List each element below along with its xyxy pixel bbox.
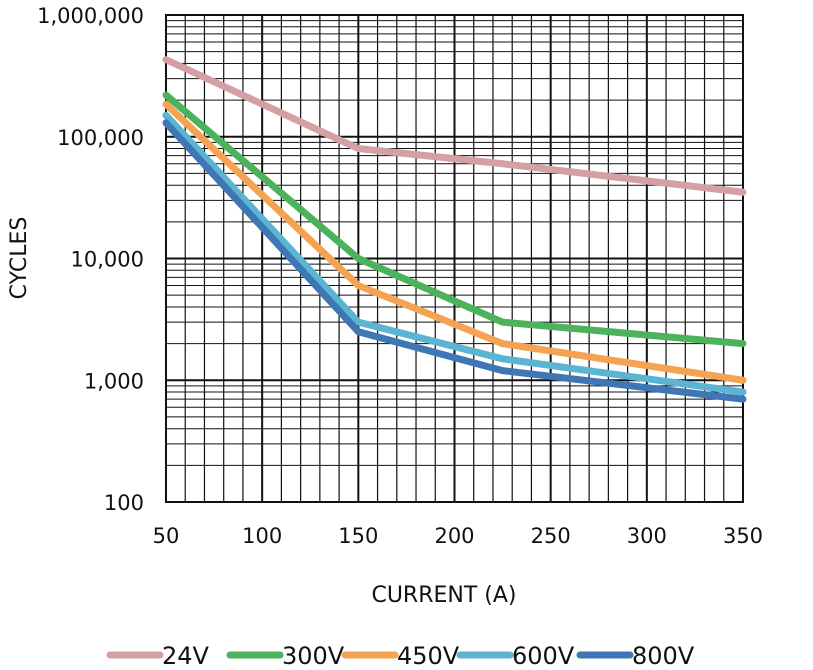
legend-item: 800V — [576, 642, 695, 670]
legend-label: 450V — [397, 642, 460, 666]
legend: 24V 300V 450V 600V 800V — [106, 642, 695, 670]
series-line-450V — [162, 100, 747, 384]
x-tick-label: 50 — [153, 524, 180, 548]
x-tick-label: 250 — [531, 524, 571, 548]
y-tick-label: 1,000 — [84, 369, 144, 393]
legend-item: 600V — [456, 642, 575, 670]
legend-label: 800V — [632, 642, 695, 666]
x-tick-label: 200 — [434, 524, 474, 548]
y-tick-label: 10,000 — [71, 248, 144, 272]
legend-item: 450V — [341, 642, 460, 670]
x-tick-label: 150 — [338, 524, 378, 548]
y-tick-labels: 100 1,000 10,000 100,000 1,000,000 — [37, 4, 144, 515]
legend-label: 300V — [282, 642, 345, 666]
y-axis-label: CYCLES — [7, 217, 32, 300]
series-line-24V — [162, 56, 747, 196]
series-lines — [162, 56, 747, 403]
x-axis-label: CURRENT (A) — [371, 583, 516, 608]
legend-label: 24V — [162, 642, 210, 666]
series-line-600V — [162, 111, 747, 396]
series-line-300V — [162, 91, 747, 348]
grid — [165, 14, 744, 503]
y-tick-label: 1,000,000 — [37, 4, 144, 28]
y-tick-label: 100 — [104, 491, 144, 515]
legend-item: 300V — [226, 642, 345, 670]
plot-border — [165, 14, 744, 503]
y-tick-label: 100,000 — [57, 126, 144, 150]
x-tick-label: 350 — [723, 524, 763, 548]
legend-label: 600V — [512, 642, 575, 666]
series-line-800V — [162, 119, 747, 403]
x-tick-label: 100 — [242, 524, 282, 548]
x-tick-label: 300 — [627, 524, 667, 548]
legend-item: 24V — [106, 642, 210, 670]
x-tick-labels: 50 100 150 200 250 300 350 — [153, 524, 763, 548]
